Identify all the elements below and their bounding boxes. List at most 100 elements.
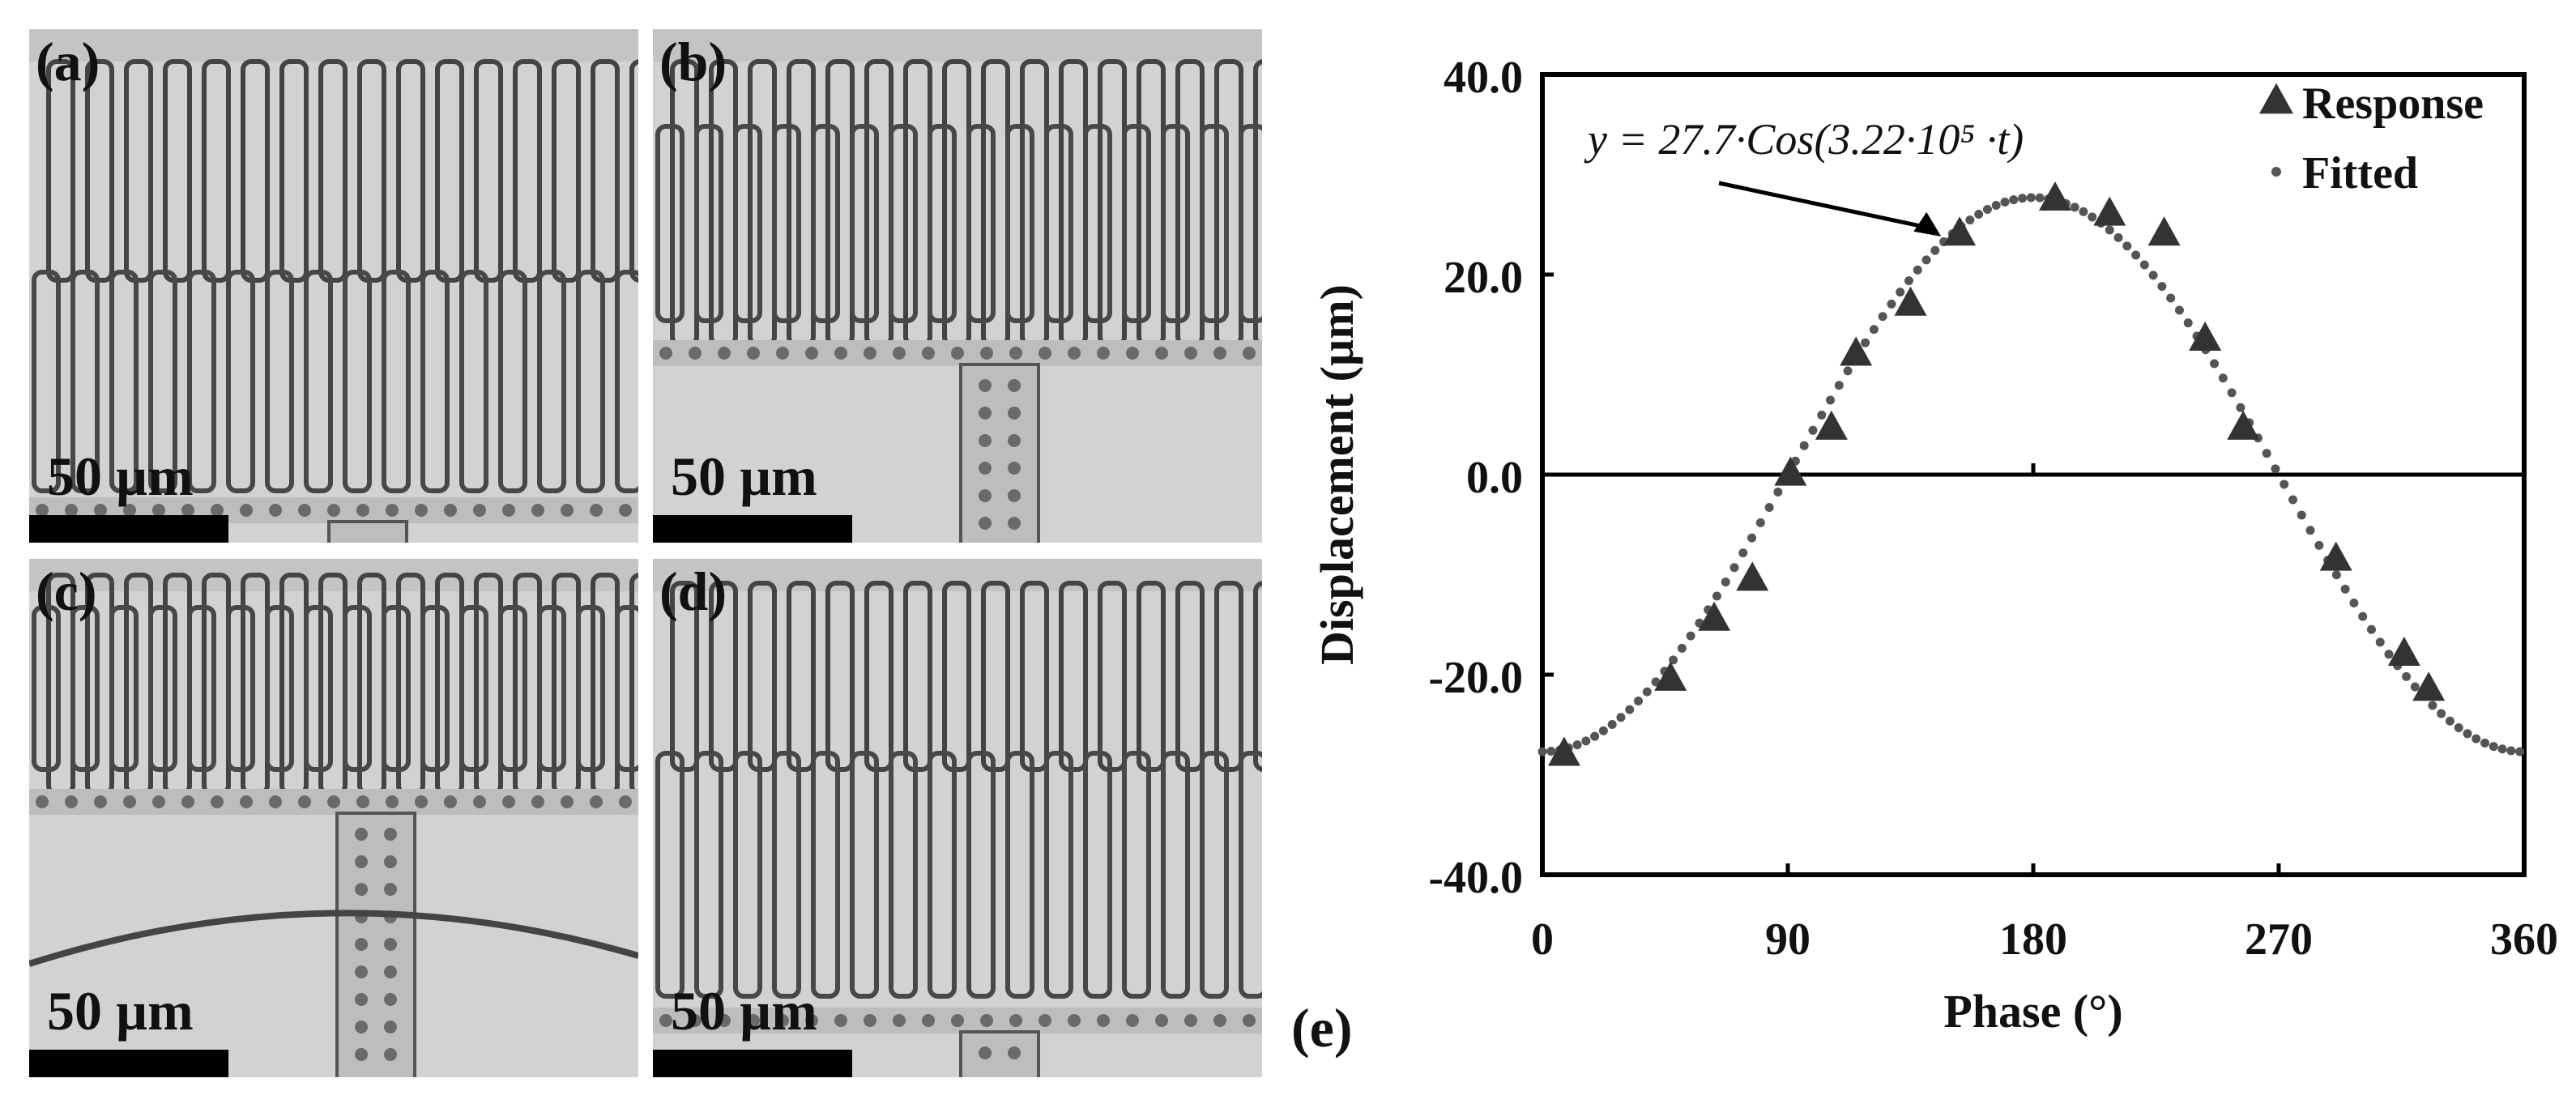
fitted-dot bbox=[2174, 305, 2184, 315]
fitted-dot bbox=[1913, 265, 1922, 275]
response-point bbox=[1698, 601, 1731, 631]
fitted-dot bbox=[1651, 677, 1661, 687]
fitted-dot bbox=[2131, 250, 2141, 260]
micrograph-a-scale-bar bbox=[29, 515, 228, 543]
fitted-dot bbox=[2437, 709, 2446, 718]
fitted-dot bbox=[1738, 548, 1748, 558]
x-tick-label: 360 bbox=[2490, 914, 2558, 965]
fitted-dot bbox=[2340, 584, 2350, 594]
fitted-dot bbox=[1598, 726, 1608, 735]
fitted-dot bbox=[2148, 271, 2158, 280]
y-tick-label: 20.0 bbox=[1444, 253, 1523, 303]
response-point bbox=[1654, 661, 1687, 691]
y-axis-label: Displacement (µm) bbox=[1311, 284, 1363, 665]
fitted-dot bbox=[2157, 282, 2167, 292]
fitted-dot bbox=[2349, 598, 2359, 607]
response-point bbox=[2227, 410, 2260, 440]
fitted-dot bbox=[1799, 441, 1809, 450]
legend-label-response: Response bbox=[2302, 79, 2484, 129]
fitted-dot bbox=[2183, 318, 2193, 328]
fitted-dot bbox=[2018, 194, 2028, 203]
response-point bbox=[2189, 321, 2222, 351]
legend-marker-response bbox=[2259, 83, 2293, 114]
displacement-chart: 40.0 20.0 0.0 -20.0 -40.00 90 180 270 360 Phase (… bbox=[1311, 53, 2558, 1038]
response-point bbox=[2093, 196, 2126, 226]
response-point bbox=[2412, 671, 2446, 701]
fitted-dot bbox=[1747, 533, 1757, 543]
micrograph-c-scale-label: 50 µm bbox=[47, 980, 194, 1042]
fitted-dot bbox=[1686, 631, 1695, 641]
fitted-dot bbox=[1764, 503, 1774, 513]
response-point bbox=[1547, 736, 1580, 766]
fitted-dot bbox=[2122, 241, 2132, 251]
fitted-dot bbox=[2000, 198, 2010, 207]
micrograph-c-label: (c) bbox=[36, 560, 97, 622]
micrograph-a: (a) 50 µm bbox=[29, 29, 638, 543]
fitted-dot bbox=[2139, 260, 2149, 270]
fitted-dot bbox=[1904, 276, 1913, 286]
response-point bbox=[1894, 286, 1927, 316]
fitted-dot bbox=[2210, 359, 2220, 369]
response-point bbox=[1736, 561, 1769, 591]
fitted-dot bbox=[2463, 729, 2472, 739]
micrograph-d: (d) 50 µm bbox=[653, 559, 1262, 1077]
fitted-dot bbox=[2428, 701, 2437, 710]
micrograph-b-scale-label: 50 µm bbox=[671, 445, 817, 507]
response-point bbox=[1943, 216, 1977, 246]
fitted-dot bbox=[1581, 736, 1591, 746]
fitted-dot bbox=[1537, 747, 1547, 756]
fitted-dot bbox=[1572, 740, 1582, 750]
response-point bbox=[1840, 336, 1873, 366]
response-point bbox=[1774, 456, 1807, 486]
micrograph-d-scale-bar bbox=[653, 1050, 852, 1077]
response-point bbox=[2319, 541, 2352, 571]
fitted-dot bbox=[2454, 723, 2463, 733]
fitted-dot bbox=[2305, 526, 2315, 535]
fitted-dot bbox=[2079, 207, 2088, 216]
micrograph-a-image bbox=[29, 29, 638, 543]
fitted-dot bbox=[2288, 495, 2298, 505]
y-tick-label: -40.0 bbox=[1428, 853, 1523, 903]
fitted-dot bbox=[2515, 747, 2525, 756]
fitted-dot bbox=[1721, 577, 1730, 587]
fitted-dot bbox=[2297, 510, 2306, 520]
micrograph-d-scale-label: 50 µm bbox=[671, 980, 817, 1042]
fitted-dot bbox=[1590, 731, 1600, 741]
y-tick-label: 0.0 bbox=[1466, 453, 1523, 503]
micrograph-d-image bbox=[653, 559, 1262, 1077]
fitted-dot bbox=[1669, 655, 1678, 665]
micrograph-c: (c) 50 µm bbox=[29, 559, 638, 1077]
fitted-dot bbox=[1887, 299, 1896, 309]
fitted-dot bbox=[2236, 403, 2245, 412]
y-tick-label: -20.0 bbox=[1428, 653, 1523, 703]
fitted-dot bbox=[1878, 312, 1887, 322]
fitted-dot bbox=[2358, 612, 2368, 621]
fitted-dot bbox=[1826, 395, 1836, 405]
micrograph-b: (b) 50 µm bbox=[653, 29, 1262, 543]
fitted-dot bbox=[2314, 540, 2324, 550]
fitted-dot bbox=[2506, 746, 2516, 756]
fitted-dot bbox=[1991, 200, 2001, 210]
fitted-dot bbox=[1921, 255, 1931, 265]
micrograph-b-scale-bar bbox=[653, 515, 852, 543]
fitted-dot bbox=[2009, 195, 2019, 205]
fitted-dot bbox=[1869, 325, 1879, 335]
fitted-dot bbox=[2105, 225, 2114, 235]
fitted-dot bbox=[2218, 373, 2228, 383]
micrograph-a-label: (a) bbox=[36, 31, 100, 92]
fitted-dot bbox=[1930, 245, 1940, 255]
legend-label-fitted: Fitted bbox=[2302, 148, 2418, 198]
x-tick-label: 90 bbox=[1765, 914, 1810, 965]
micrograph-c-scale-bar bbox=[29, 1050, 228, 1077]
fitted-dot bbox=[1616, 713, 1626, 722]
micrograph-a-scale-label: 50 µm bbox=[47, 445, 194, 507]
fitted-dot bbox=[1607, 720, 1617, 730]
fitted-dot bbox=[1755, 518, 1765, 527]
fit-equation: y = 27.7·Cos(3.22·10⁵ ·t) bbox=[1584, 115, 2024, 164]
fitted-dot bbox=[1861, 338, 1870, 347]
fitted-dot bbox=[2280, 479, 2289, 489]
legend-marker-fitted bbox=[2271, 167, 2281, 177]
fitted-dot bbox=[2035, 193, 2045, 202]
fitted-dot bbox=[2070, 202, 2079, 212]
fitted-dot bbox=[1712, 591, 1721, 601]
